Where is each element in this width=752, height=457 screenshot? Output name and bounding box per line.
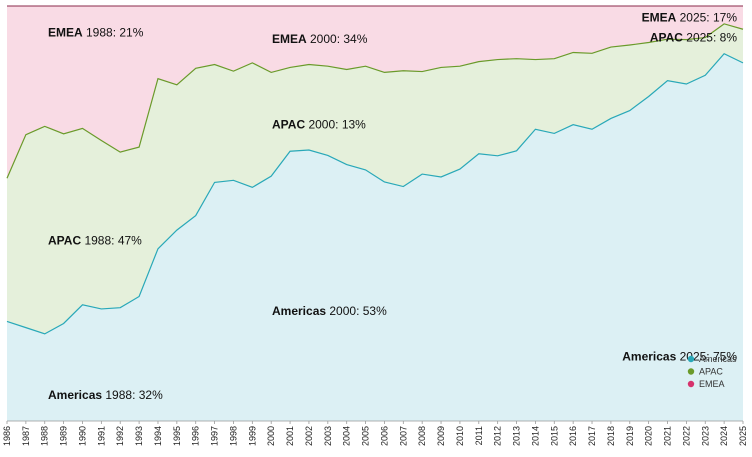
- x-tick-label: 1996: [191, 426, 201, 446]
- area-emea: [7, 6, 743, 179]
- x-tick-label: 2023: [700, 426, 710, 446]
- x-tick-label: 1997: [210, 426, 220, 446]
- x-tick-label: 1992: [115, 426, 125, 446]
- area-americas: [7, 53, 743, 421]
- annotation-americas-1988: Americas 1988: 32%: [48, 388, 163, 402]
- annotation-region: EMEA: [642, 11, 677, 25]
- x-tick-label: 2013: [512, 426, 522, 446]
- x-tick-label: 1987: [21, 426, 31, 446]
- annotation-value: 1988: 47%: [81, 233, 142, 247]
- area-apac: [7, 23, 743, 334]
- x-tick-label: 2015: [549, 426, 559, 446]
- x-tick-label: 2009: [436, 426, 446, 446]
- annotation-value: 1988: 21%: [83, 25, 144, 39]
- annotation-value: 2025: 8%: [683, 31, 737, 45]
- annotation-region: APAC: [272, 117, 305, 131]
- legend-marker-apac: [687, 368, 695, 375]
- x-tick-label: 1999: [247, 426, 257, 446]
- line-apac: [6, 23, 744, 179]
- annotation-layer: EMEA 1988: 21% APAC 1988: 47% Americas 198…: [48, 11, 737, 402]
- x-tick-label: 1998: [228, 426, 238, 446]
- x-tick-label: 1991: [96, 426, 106, 446]
- x-tick-label: 1994: [153, 426, 163, 446]
- annotation-region: APAC: [650, 31, 683, 45]
- annotation-region: APAC: [48, 233, 81, 247]
- x-tick-label: 2005: [361, 426, 371, 446]
- x-tick-label: 2004: [342, 426, 352, 446]
- x-tick-label: 1988: [40, 426, 50, 446]
- annotation-emea-1988: EMEA 1988: 21%: [48, 25, 144, 39]
- x-tick-label: 2011: [474, 426, 484, 445]
- x-tick-label: 1989: [59, 426, 69, 446]
- x-tick-label: 2016: [568, 426, 578, 446]
- x-tick-label: 2001: [285, 426, 295, 446]
- annotation-apac-2025: APAC 2025: 8%: [650, 31, 737, 45]
- annotation-value: 2000: 13%: [305, 117, 366, 131]
- x-tick-label: 2014: [530, 426, 540, 446]
- annotation-region: Americas: [272, 304, 326, 318]
- x-tick-label: 2017: [587, 426, 597, 446]
- x-tick-label: 2021: [663, 426, 673, 446]
- annotation-region: EMEA: [48, 25, 83, 39]
- annotation-value: 2000: 53%: [326, 304, 387, 318]
- x-tick-label: 1990: [77, 426, 87, 446]
- legend-label-emea: EMEA: [699, 379, 725, 389]
- annotation-region: EMEA: [272, 32, 307, 46]
- x-tick-label: 2025: [738, 426, 748, 446]
- legend-marker-emea: [687, 380, 695, 388]
- x-tick-label: 2022: [681, 426, 691, 446]
- annotation-americas-2000: Americas 2000: 53%: [272, 304, 387, 318]
- x-tick-label: 2024: [719, 426, 729, 446]
- x-tick-label: 2019: [625, 426, 635, 446]
- annotation-value: 2000: 34%: [307, 32, 368, 46]
- x-tick-label: 1986: [2, 426, 12, 446]
- x-tick-label: 1993: [134, 426, 144, 446]
- annotation-emea-2025: EMEA 2025: 17%: [642, 11, 738, 25]
- x-tick-label: 2000: [266, 426, 276, 446]
- x-tick-label: 1995: [172, 426, 182, 446]
- line-layer: [6, 23, 744, 335]
- legend-label-americas: Americas: [699, 354, 737, 364]
- x-tick-label: 2006: [379, 426, 389, 446]
- x-tick-label: 2003: [323, 426, 333, 446]
- x-tick-label: 2002: [304, 426, 314, 446]
- area-layer: [7, 6, 743, 421]
- annotation-apac-2000: APAC 2000: 13%: [272, 117, 366, 131]
- x-axis: 1986 1987 1988 1989 1990 1991 1992 1993 1994 1995…: [2, 420, 748, 446]
- legend-label-apac: APAC: [699, 367, 723, 377]
- x-tick-label: 2020: [644, 426, 654, 446]
- annotation-value: 1988: 32%: [102, 388, 163, 402]
- annotation-emea-2000: EMEA 2000: 34%: [272, 32, 368, 46]
- legend: Americas APAC EMEA: [687, 354, 737, 389]
- x-tick-label: 2008: [417, 426, 427, 446]
- x-tick-label: 2007: [398, 426, 408, 446]
- legend-marker-americas: [687, 355, 695, 363]
- annotation-value: 2025: 17%: [676, 11, 737, 25]
- x-tick-label: 2018: [606, 426, 616, 446]
- x-tick-label: 2010: [455, 426, 465, 446]
- x-tick-label: 2012: [493, 426, 503, 446]
- annotation-region: Americas: [48, 388, 102, 402]
- annotation-region: Americas: [622, 350, 676, 364]
- line-americas: [6, 52, 744, 335]
- annotation-apac-1988: APAC 1988: 47%: [48, 233, 142, 247]
